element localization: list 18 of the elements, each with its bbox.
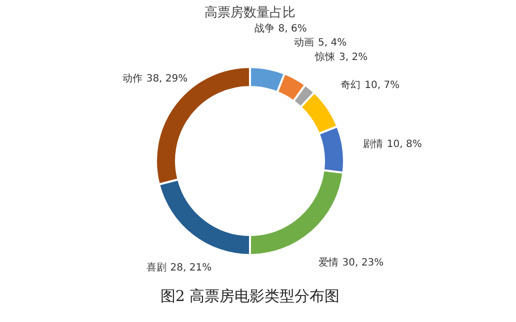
slice-label: 动作 (122, 73, 142, 84)
data-label: 28, 21% (170, 262, 212, 274)
data-label: 10, 8% (386, 139, 422, 150)
slice-label: 动画 (294, 38, 314, 49)
data-label: 8, 6% (278, 23, 307, 34)
slice-label: 战争 (254, 22, 274, 34)
caption: 图2 高票房电影类型分布图 (160, 287, 340, 305)
data-label: 5, 4% (318, 38, 347, 49)
data-label: 3, 2% (339, 52, 368, 63)
slice-label: 喜剧 (146, 262, 166, 274)
slice-label: 爱情 (318, 256, 338, 268)
slice-label: 惊悚 (314, 50, 336, 63)
data-label: 38, 29% (146, 73, 188, 84)
slice-label: 奇幻 (340, 79, 361, 92)
data-label: 10, 7% (364, 80, 400, 92)
slice-label: 剧情 (362, 138, 383, 150)
data-label: 30, 23% (342, 257, 384, 268)
chart-title: 高票房数量占比 (204, 4, 296, 20)
